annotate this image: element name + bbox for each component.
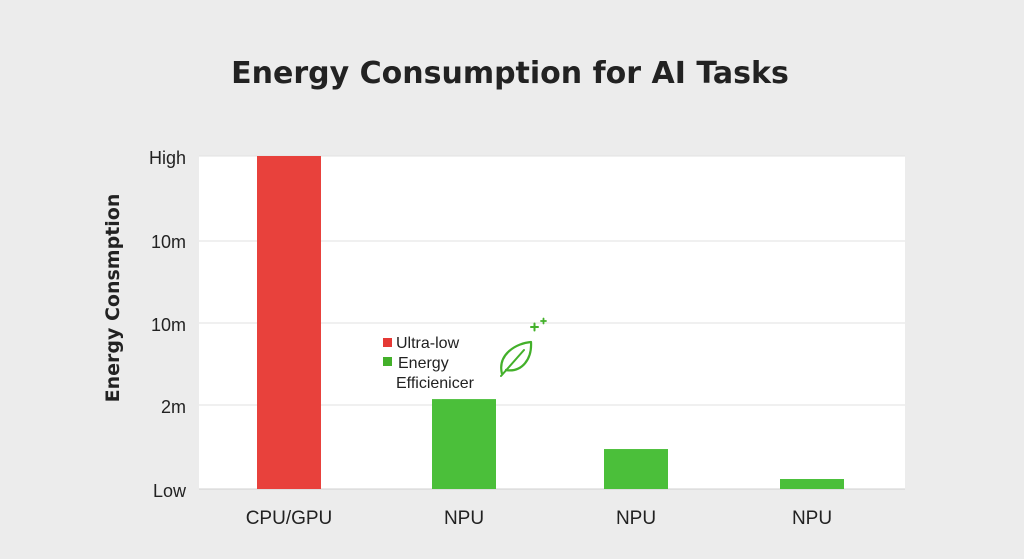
legend-swatch-red (383, 338, 392, 347)
x-tick-labels: CPU/GPU NPU NPU NPU (246, 508, 832, 529)
leaf-icon (500, 317, 547, 377)
x-tick-label: NPU (616, 508, 656, 529)
y-tick-label: Low (153, 481, 187, 501)
bar-cpu-gpu (257, 156, 321, 489)
legend-swatch-green (383, 357, 392, 366)
x-tick-label: CPU/GPU (246, 508, 333, 529)
bars (257, 156, 844, 489)
bar-npu-3 (780, 479, 844, 489)
y-tick-label: 2m (161, 397, 186, 417)
y-tick-labels: Low 2m 10m 10m High (149, 148, 187, 501)
sparkle-icon (530, 317, 547, 332)
x-tick-label: NPU (444, 508, 484, 529)
legend-label: Ultra-low (396, 335, 460, 352)
y-axis-label: Energy Consmption (102, 194, 124, 403)
y-tick-label: 10m (151, 315, 186, 335)
bar-npu-2 (604, 449, 668, 489)
chart-title: Energy Consumption for AI Tasks (231, 56, 789, 91)
y-tick-label: 10m (151, 232, 186, 252)
y-tick-label: High (149, 148, 186, 168)
legend-label: Energy (398, 355, 449, 372)
x-tick-label: NPU (792, 508, 832, 529)
bar-npu-1 (432, 399, 496, 489)
legend: Ultra-low Energy Efficienicer (383, 335, 475, 392)
legend-label: Efficienicer (396, 375, 475, 392)
